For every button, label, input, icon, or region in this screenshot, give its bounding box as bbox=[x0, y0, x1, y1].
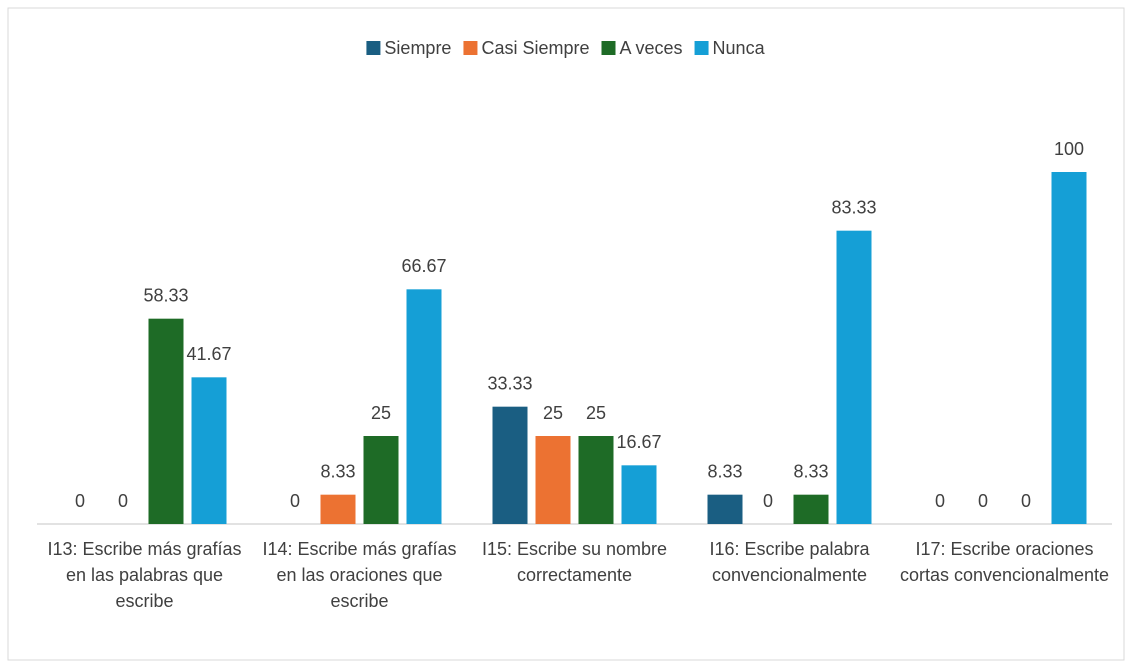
data-label: 0 bbox=[1021, 491, 1031, 511]
legend-swatch bbox=[694, 41, 709, 55]
bar bbox=[406, 289, 442, 524]
bar bbox=[492, 406, 528, 524]
bar bbox=[621, 465, 657, 524]
data-label: 25 bbox=[543, 403, 563, 423]
data-label: 0 bbox=[978, 491, 988, 511]
data-label: 100 bbox=[1054, 139, 1084, 159]
x-tick-label: I13: Escribe más grafías en las palabras… bbox=[47, 539, 242, 611]
data-label: 0 bbox=[763, 491, 773, 511]
legend-label: Siempre bbox=[384, 38, 451, 58]
bar bbox=[191, 377, 227, 524]
legend-label: A veces bbox=[620, 38, 683, 58]
legend-swatch bbox=[366, 41, 381, 55]
x-tick-label: I17: Escribe oraciones cortas convencion… bbox=[899, 539, 1110, 585]
x-tick-label-box: I13: Escribe más grafías en las palabras… bbox=[47, 539, 242, 611]
data-label: 8.33 bbox=[320, 461, 355, 481]
legend-swatch bbox=[601, 41, 616, 55]
bar bbox=[578, 436, 614, 524]
data-label: 0 bbox=[290, 491, 300, 511]
x-tick-label-box: I15: Escribe su nombre correctamente bbox=[481, 539, 668, 585]
bar bbox=[535, 436, 571, 524]
data-label: 41.67 bbox=[186, 344, 231, 364]
bar bbox=[320, 494, 356, 524]
data-label: 66.67 bbox=[401, 256, 446, 276]
data-label: 58.33 bbox=[143, 285, 188, 305]
data-label: 83.33 bbox=[831, 197, 876, 217]
x-tick-label: I14: Escribe más grafías en las oracione… bbox=[262, 539, 457, 611]
x-tick-label: I16: Escribe palabra convencionalmente bbox=[709, 539, 870, 585]
bar bbox=[1051, 172, 1087, 524]
data-label: 25 bbox=[586, 403, 606, 423]
legend-label: Casi Siempre bbox=[481, 38, 589, 58]
chart-border bbox=[7, 7, 1125, 661]
data-label: 0 bbox=[75, 491, 85, 511]
data-label: 33.33 bbox=[487, 373, 532, 393]
data-label: 0 bbox=[935, 491, 945, 511]
x-tick-label-box: I17: Escribe oraciones cortas convencion… bbox=[899, 539, 1110, 585]
bar bbox=[793, 494, 829, 524]
bar bbox=[707, 494, 743, 524]
legend-swatch bbox=[463, 41, 478, 55]
x-tick-label: I15: Escribe su nombre correctamente bbox=[481, 539, 668, 585]
x-tick-label-box: I14: Escribe más grafías en las oracione… bbox=[262, 539, 457, 611]
x-tick-label-box: I16: Escribe palabra convencionalmente bbox=[709, 539, 870, 585]
bar bbox=[836, 230, 872, 524]
legend-label: Nunca bbox=[713, 38, 766, 58]
legend: Siempre Casi Siempre A veces Nunca bbox=[366, 38, 766, 58]
data-label: 16.67 bbox=[616, 432, 661, 452]
data-label: 8.33 bbox=[707, 461, 742, 481]
data-label: 8.33 bbox=[793, 461, 828, 481]
bar bbox=[148, 318, 184, 524]
data-label: 0 bbox=[118, 491, 128, 511]
bar bbox=[363, 436, 399, 524]
data-label: 25 bbox=[371, 403, 391, 423]
